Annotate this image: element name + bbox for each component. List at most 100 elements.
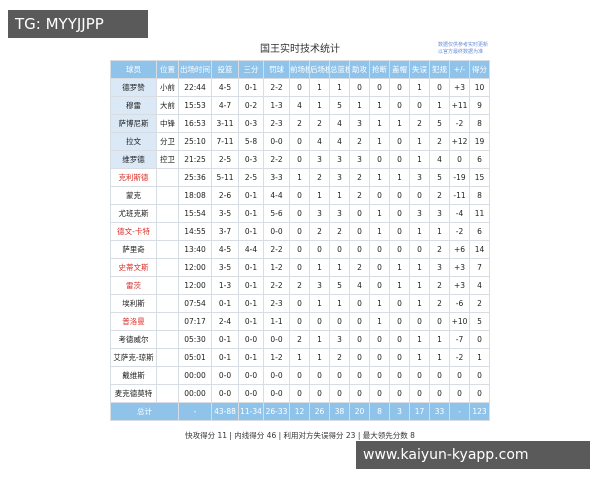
cell: 0-3 xyxy=(238,114,264,133)
cell: 0 xyxy=(469,330,490,349)
cell: 1 xyxy=(409,294,430,313)
cell: 2 xyxy=(349,186,370,205)
cell: 0 xyxy=(409,240,430,259)
total-cell: 20 xyxy=(349,402,370,421)
column-header: 出场时间 xyxy=(178,60,212,79)
cell: 0-1 xyxy=(238,78,264,97)
cell xyxy=(156,240,179,259)
cell: -7 xyxy=(449,330,470,349)
cell: 0 xyxy=(309,312,330,331)
total-cell: 17 xyxy=(409,402,430,421)
cell: 13:40 xyxy=(178,240,212,259)
cell: 0 xyxy=(409,96,430,115)
cell: 3 xyxy=(309,204,330,223)
cell: 07:17 xyxy=(178,312,212,331)
cell: 史蒂文斯 xyxy=(110,258,157,277)
cell: 普洛曼 xyxy=(110,312,157,331)
cell: 3-7 xyxy=(211,222,239,241)
column-header: 盖帽 xyxy=(389,60,410,79)
cell: 18:08 xyxy=(178,186,212,205)
total-cell: 8 xyxy=(369,402,390,421)
total-cell: 33 xyxy=(429,402,450,421)
total-cell: 26 xyxy=(309,402,330,421)
cell: 1 xyxy=(409,132,430,151)
cell: 25:10 xyxy=(178,132,212,151)
cell: 雷茨 xyxy=(110,276,157,295)
cell: 0 xyxy=(349,240,370,259)
cell: 5 xyxy=(329,96,350,115)
cell: 1 xyxy=(309,78,330,97)
cell: 0 xyxy=(309,384,330,403)
cell: -2 xyxy=(449,348,470,367)
player-row: 埃利斯 07:54 0-1 0-1 2-3 0 1 1 0 1 0 1 2 -6 2 xyxy=(110,294,490,313)
cell: 1 xyxy=(289,348,310,367)
cell: 1 xyxy=(369,114,390,133)
cell: 0 xyxy=(429,384,450,403)
total-cell: - xyxy=(178,402,212,421)
cell: 0 xyxy=(389,78,410,97)
total-cell: 123 xyxy=(469,402,490,421)
cell: 2-4 xyxy=(211,312,239,331)
note: 数据仅供参考实时更新 以官方最终数据为准 xyxy=(438,42,488,56)
column-header: 总篮板 xyxy=(329,60,350,79)
cell: 19 xyxy=(469,132,490,151)
column-header: 失误 xyxy=(409,60,430,79)
cell: 5 xyxy=(429,114,450,133)
cell: 4 xyxy=(429,150,450,169)
column-header: 犯规 xyxy=(429,60,450,79)
column-header: 投篮 xyxy=(211,60,239,79)
cell: 05:30 xyxy=(178,330,212,349)
cell: 2 xyxy=(429,276,450,295)
cell: 穆雷 xyxy=(110,96,157,115)
cell: 0 xyxy=(389,240,410,259)
cell: 1 xyxy=(389,258,410,277)
watermark: TG: MYYJJPP xyxy=(8,10,148,38)
cell: 1 xyxy=(369,132,390,151)
cell: 德文-卡特 xyxy=(110,222,157,241)
cell: 12:00 xyxy=(178,276,212,295)
cell: 分卫 xyxy=(156,132,179,151)
cell: 8 xyxy=(469,114,490,133)
cell: 1 xyxy=(309,258,330,277)
cell: 1 xyxy=(429,348,450,367)
cell: 3 xyxy=(329,204,350,223)
cell: 2 xyxy=(349,168,370,187)
cell: 0 xyxy=(349,348,370,367)
cell: 0 xyxy=(409,186,430,205)
stats-panel: 国王实时技术统计 数据仅供参考实时更新 以官方最终数据为准 球员 位置 出场时间 投篮三… xyxy=(110,40,490,421)
cell: 0 xyxy=(389,348,410,367)
cell: 22:44 xyxy=(178,78,212,97)
cell: -4 xyxy=(449,204,470,223)
cell: 2 xyxy=(349,132,370,151)
cell: 0 xyxy=(289,240,310,259)
title: 国王实时技术统计 数据仅供参考实时更新 以官方最终数据为准 xyxy=(110,40,490,60)
cell: 1-1 xyxy=(263,312,290,331)
cell xyxy=(156,168,179,187)
cell: 1 xyxy=(429,330,450,349)
cell: 4 xyxy=(349,276,370,295)
cell: 1-2 xyxy=(263,348,290,367)
cell: 3-5 xyxy=(211,204,239,223)
cell: 9 xyxy=(469,96,490,115)
cell: 0 xyxy=(309,240,330,259)
cell: 0-1 xyxy=(211,348,239,367)
cell: 2 xyxy=(409,114,430,133)
cell: 2-2 xyxy=(263,150,290,169)
cell: 控卫 xyxy=(156,150,179,169)
cell: 0 xyxy=(409,384,430,403)
cell: 中锋 xyxy=(156,114,179,133)
cell: 2 xyxy=(429,240,450,259)
cell: 2 xyxy=(309,222,330,241)
cell: 0-1 xyxy=(211,294,239,313)
cell: 1 xyxy=(329,186,350,205)
cell: 0 xyxy=(389,204,410,223)
cell: 2-2 xyxy=(263,78,290,97)
cell: 0-0 xyxy=(238,330,264,349)
note-line: 以官方最终数据为准 xyxy=(437,49,483,55)
cell: 5 xyxy=(329,276,350,295)
cell: 5 xyxy=(469,312,490,331)
cell: 0 xyxy=(369,240,390,259)
cell: 1 xyxy=(309,96,330,115)
cell: 0 xyxy=(289,204,310,223)
